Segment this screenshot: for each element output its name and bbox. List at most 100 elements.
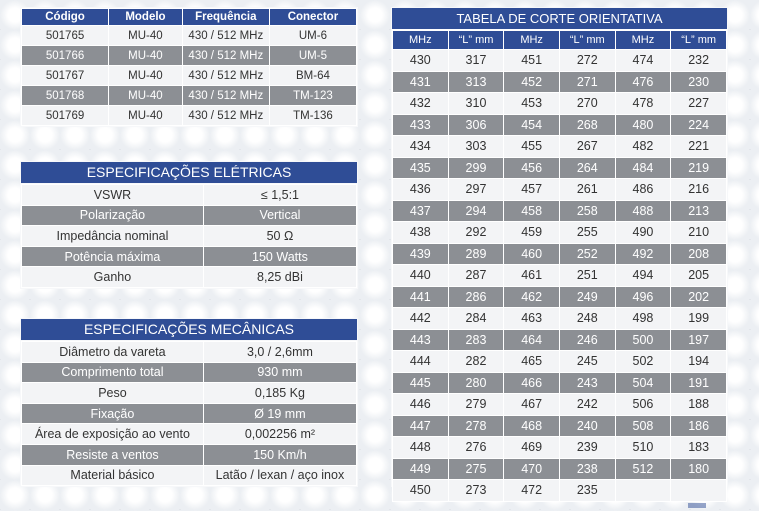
table-cell: 443 (392, 328, 449, 351)
product-table-header: Código Modelo Frequência Conector (20, 8, 358, 26)
table-cell: 208 (670, 242, 727, 265)
table-cell: 278 (447, 414, 505, 437)
table-cell: 258 (558, 199, 616, 222)
table-cell: 188 (670, 393, 727, 416)
cut-row: 431 313 452 271 476 230 (392, 70, 727, 93)
table-cell: 303 (447, 135, 505, 158)
spec-row: Fixação Ø 19 mm (21, 402, 358, 425)
table-cell: 431 (392, 70, 449, 93)
table-cell: 240 (558, 414, 616, 437)
table-cell: MU-40 (108, 85, 183, 106)
table-cell: 501768 (20, 85, 110, 106)
header-conector: Conector (268, 8, 358, 26)
table-cell: 227 (670, 92, 727, 115)
table-cell: 465 (503, 350, 560, 373)
table-cell: 470 (503, 457, 560, 480)
table-cell: 273 (447, 479, 505, 502)
table-cell: Ganho (21, 266, 204, 288)
electrical-specs-title: ESPECIFICAÇÕES ELÉTRICAS (21, 162, 357, 183)
table-cell: 284 (447, 307, 505, 330)
spec-row: Diâmetro da vareta 3,0 / 2,6mm (21, 341, 358, 363)
product-row: 501766 MU-40 430 / 512 MHz UM-5 (20, 45, 358, 66)
table-cell: 430 / 512 MHz (181, 65, 270, 86)
table-cell: 466 (503, 371, 560, 394)
cut-row: 446 279 467 242 506 188 (392, 393, 727, 416)
table-cell: UM-5 (268, 45, 358, 66)
cut-table: TABELA DE CORTE ORIENTATIVA MHz “L” mm M… (391, 7, 728, 502)
table-cell: 461 (503, 264, 560, 287)
product-table-body: 501765 MU-40 430 / 512 MHz UM-6 501766 MU-40 4… (20, 25, 358, 126)
table-cell: 501765 (20, 25, 110, 46)
table-cell: 191 (670, 371, 727, 394)
table-cell: 494 (614, 264, 672, 287)
table-cell: 242 (558, 393, 616, 416)
table-cell: Impedância nominal (21, 225, 204, 247)
table-cell: 451 (503, 49, 560, 72)
table-cell: Resiste a ventos (21, 443, 204, 466)
table-cell: 492 (614, 242, 672, 265)
table-cell: 202 (670, 285, 727, 308)
table-cell: 430 / 512 MHz (181, 85, 270, 106)
cut-row: 441 286 462 249 496 202 (392, 285, 727, 308)
table-cell (670, 479, 727, 502)
table-cell: 438 (392, 221, 449, 244)
table-cell: TM-136 (268, 105, 358, 126)
table-cell: 510 (614, 436, 672, 459)
table-cell: 478 (614, 92, 672, 115)
table-cell: 268 (558, 113, 616, 136)
spec-row: Polarização Vertical (21, 204, 358, 227)
table-cell: 150 Km/h (202, 443, 358, 466)
table-cell: 50 Ω (202, 225, 358, 247)
table-cell: MU-40 (108, 105, 183, 126)
table-cell: 496 (614, 285, 672, 308)
table-cell: 210 (670, 221, 727, 244)
spec-row: Material básico Latão / lexan / aço inox (21, 464, 358, 487)
table-cell: 216 (670, 178, 727, 201)
table-cell: 270 (558, 92, 616, 115)
table-cell: 294 (447, 199, 505, 222)
table-cell: 455 (503, 135, 560, 158)
table-cell: 447 (392, 414, 449, 437)
cut-row: 447 278 468 240 508 186 (392, 414, 727, 437)
table-cell: 286 (447, 285, 505, 308)
table-cell: 448 (392, 436, 449, 459)
table-cell: 457 (503, 178, 560, 201)
table-cell: Fixação (21, 402, 204, 425)
table-cell: 279 (447, 393, 505, 416)
table-cell: 463 (503, 307, 560, 330)
table-cell: 930 mm (202, 361, 358, 384)
cut-row: 442 284 463 248 498 199 (392, 307, 727, 330)
cut-row: 434 303 455 267 482 221 (392, 135, 727, 158)
table-cell: 459 (503, 221, 560, 244)
table-cell: 306 (447, 113, 505, 136)
table-cell: ≤ 1,5:1 (202, 184, 358, 206)
table-cell: 462 (503, 285, 560, 308)
cut-row: 438 292 459 255 490 210 (392, 221, 727, 244)
table-cell: 221 (670, 135, 727, 158)
cut-row: 436 297 457 261 486 216 (392, 178, 727, 201)
table-cell: 501766 (20, 45, 110, 66)
table-cell: 272 (558, 49, 616, 72)
cut-row: 450 273 472 235 (392, 479, 727, 502)
header-codigo: Código (20, 8, 110, 26)
header-mhz-2: MHz (503, 30, 560, 50)
table-cell: 464 (503, 328, 560, 351)
table-cell: 452 (503, 70, 560, 93)
table-cell: 0,185 Kg (202, 382, 358, 404)
table-cell: 434 (392, 135, 449, 158)
table-cell: 283 (447, 328, 505, 351)
table-cell: 280 (447, 371, 505, 394)
table-cell: 488 (614, 199, 672, 222)
header-frequencia: Frequência (181, 8, 270, 26)
table-cell: 439 (392, 242, 449, 265)
cut-row: 439 289 460 252 492 208 (392, 242, 727, 265)
table-cell: 430 / 512 MHz (181, 25, 270, 46)
cut-table-header: MHz “L” mm MHz “L” mm MHz “L” mm (392, 30, 727, 50)
product-row: 501768 MU-40 430 / 512 MHz TM-123 (20, 85, 358, 106)
table-cell: 446 (392, 393, 449, 416)
table-cell: 502 (614, 350, 672, 373)
table-cell: 264 (558, 156, 616, 179)
table-cell: 194 (670, 350, 727, 373)
cut-table-title: TABELA DE CORTE ORIENTATIVA (392, 8, 727, 30)
table-cell: Polarização (21, 204, 204, 227)
